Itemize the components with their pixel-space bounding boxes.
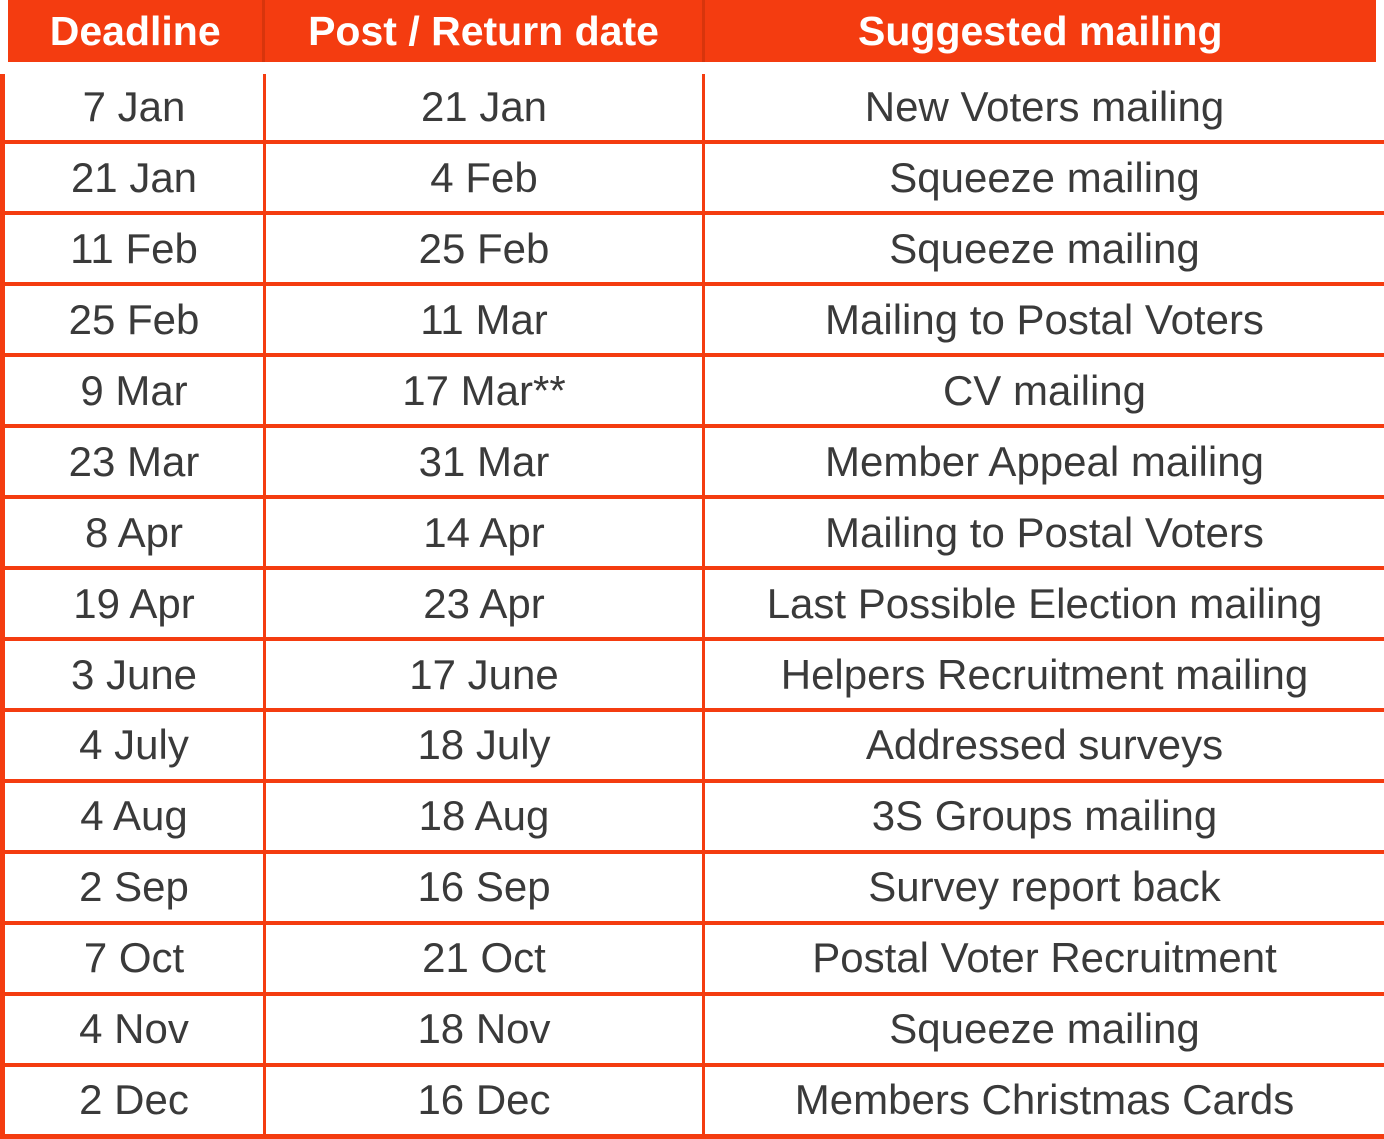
deadline-cell: 3 June [2, 637, 265, 710]
table-row: 4 July 18 July Addressed surveys [2, 707, 1384, 781]
suggested-mailing-cell: Squeeze mailing [702, 211, 1384, 285]
deadline-cell: 19 Apr [2, 566, 265, 640]
suggested-mailing-cell: Last Possible Election mailing [702, 566, 1384, 640]
deadline-cell: 4 Nov [2, 991, 265, 1065]
post-return-date-cell: 21 Oct [263, 920, 704, 994]
suggested-mailing-cell: New Voters mailing [702, 74, 1384, 143]
post-return-date-cell: 17 June [263, 637, 704, 710]
deadline-cell: 2 Dec [2, 1062, 265, 1137]
suggested-mailing-cell: Helpers Recruitment mailing [702, 637, 1384, 710]
table-row: 9 Mar 17 Mar** CV mailing [2, 353, 1384, 427]
deadline-cell: 2 Sep [2, 849, 265, 923]
table-row: 21 Jan 4 Feb Squeeze mailing [2, 140, 1384, 214]
post-return-date-cell: 21 Jan [263, 74, 704, 143]
deadline-cell: 25 Feb [2, 282, 265, 356]
post-return-date-cell: 16 Sep [263, 849, 704, 923]
post-return-date-cell: 14 Apr [263, 495, 704, 569]
table-row: 8 Apr 14 Apr Mailing to Postal Voters [2, 495, 1384, 569]
post-return-date-cell: 16 Dec [263, 1062, 704, 1137]
deadline-cell: 7 Jan [82, 83, 186, 131]
deadline-cell: 4 July [2, 707, 265, 781]
deadline-cell: 4 Aug [2, 778, 265, 852]
table-row: 2 Sep 16 Sep Survey report back [2, 849, 1384, 923]
post-return-date-cell: 4 Feb [263, 140, 704, 214]
schedule-grid: 7 Jan 21 Jan New Voters mailing 21 Jan 4… [0, 74, 1384, 1139]
suggested-mailing-cell: Squeeze mailing [702, 991, 1384, 1065]
post-return-date-cell: 11 Mar [263, 282, 704, 356]
table-row: 4 Aug 18 Aug 3S Groups mailing [2, 778, 1384, 852]
table-header-row: Deadline Post / Return date Suggested ma… [8, 0, 1376, 62]
table-row: 7 Jan 21 Jan New Voters mailing [3, 74, 1384, 143]
suggested-mailing-cell: Mailing to Postal Voters [702, 282, 1384, 356]
suggested-mailing-cell: 3S Groups mailing [702, 778, 1384, 852]
table-row: 25 Feb 11 Mar Mailing to Postal Voters [2, 282, 1384, 356]
post-return-date-cell: 25 Feb [263, 211, 704, 285]
post-return-date-cell: 23 Apr [263, 566, 704, 640]
suggested-mailing-cell: Mailing to Postal Voters [702, 495, 1384, 569]
table-row: 7 Oct 21 Oct Postal Voter Recruitment [2, 920, 1384, 994]
suggested-mailing-cell: Members Christmas Cards [702, 1062, 1384, 1137]
post-return-date-cell: 18 Nov [263, 991, 704, 1065]
post-return-date-cell: 31 Mar [263, 424, 704, 498]
deadline-cell: 21 Jan [2, 140, 265, 214]
deadline-cell: 8 Apr [2, 495, 265, 569]
suggested-mailing-cell: Postal Voter Recruitment [702, 920, 1384, 994]
post-return-date-cell: 18 July [263, 707, 704, 781]
table-row: 11 Feb 25 Feb Squeeze mailing [2, 211, 1384, 285]
table-row: 19 Apr 23 Apr Last Possible Election mai… [2, 566, 1384, 640]
column-header-suggested-mailing: Suggested mailing [701, 0, 1376, 62]
suggested-mailing-cell: Survey report back [702, 849, 1384, 923]
suggested-mailing-cell: CV mailing [702, 353, 1384, 427]
deadline-cell: 9 Mar [2, 353, 265, 427]
post-return-date-cell: 18 Aug [263, 778, 704, 852]
post-return-date-cell: 17 Mar** [263, 353, 704, 427]
suggested-mailing-cell: Addressed surveys [702, 707, 1384, 781]
deadline-cell: 23 Mar [2, 424, 265, 498]
table-row: 3 June 17 June Helpers Recruitment maili… [2, 637, 1384, 710]
suggested-mailing-cell: Squeeze mailing [702, 140, 1384, 214]
deadline-cell: 11 Feb [2, 211, 265, 285]
table-row: 23 Mar 31 Mar Member Appeal mailing [2, 424, 1384, 498]
column-header-post-return-date: Post / Return date [262, 0, 701, 62]
column-header-deadline: Deadline [49, 7, 221, 54]
table-row: 2 Dec 16 Dec Members Christmas Cards [2, 1062, 1384, 1137]
table-row: 4 Nov 18 Nov Squeeze mailing [2, 991, 1384, 1065]
suggested-mailing-cell: Member Appeal mailing [702, 424, 1384, 498]
deadline-cell: 7 Oct [2, 920, 265, 994]
